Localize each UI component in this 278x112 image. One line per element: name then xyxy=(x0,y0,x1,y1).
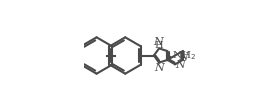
Text: N: N xyxy=(154,62,164,72)
Text: N: N xyxy=(153,36,163,46)
Text: H: H xyxy=(154,41,163,50)
Text: N: N xyxy=(175,60,185,70)
Text: N: N xyxy=(178,51,188,61)
Text: NH$_2$: NH$_2$ xyxy=(172,49,196,61)
